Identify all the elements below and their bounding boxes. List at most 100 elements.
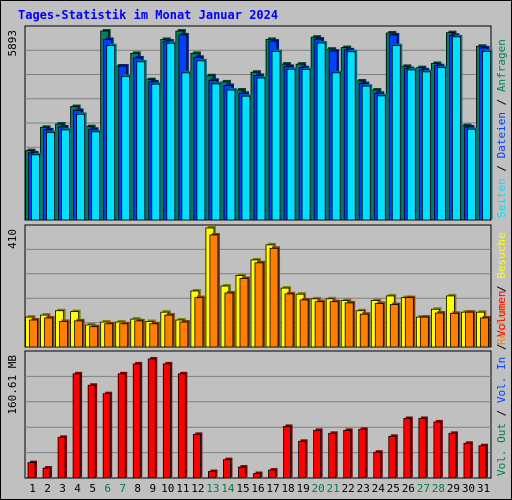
bar-rechner-day-2: [44, 317, 53, 348]
x-tick-label: 3: [59, 482, 66, 495]
x-tick-label: 24: [372, 482, 386, 495]
bar-seiten-day-17: [271, 51, 281, 221]
x-tick-label: 5: [89, 482, 96, 495]
bar-volumen-day-10: [162, 363, 171, 479]
bar-volumen-day-23: [358, 428, 367, 479]
bar-rechner-day-20: [314, 301, 324, 348]
bar-rechner-day-21: [329, 301, 339, 348]
x-tick-label: 1: [29, 482, 36, 495]
bar-rechner-day-24: [374, 303, 384, 348]
x-tick-label: 8: [134, 482, 141, 495]
bar-rechner-day-12: [194, 297, 204, 348]
bar-rechner-day-1: [29, 319, 38, 348]
bar-seiten-day-27: [421, 71, 431, 221]
bar-rechner-day-27: [419, 316, 429, 348]
bar-volumen-day-22: [343, 429, 352, 479]
bar-seiten-day-6: [106, 45, 116, 221]
bar-seiten-day-20: [316, 42, 326, 221]
x-tick-label: 25: [387, 482, 400, 495]
bar-volumen-day-4: [72, 373, 81, 479]
bar-seiten-day-10: [166, 42, 176, 221]
x-tick-label: 10: [161, 482, 174, 495]
bar-seiten-day-29: [452, 36, 461, 221]
bar-rechner-day-6: [104, 323, 114, 348]
bar-seiten-day-8: [136, 61, 146, 221]
bar-rechner-day-3: [59, 321, 68, 348]
bar-rechner-day-9: [149, 323, 159, 348]
legend-bottom: Vol. Out / Vol. In / Volumen: [495, 291, 508, 476]
x-tick-label: 20: [312, 482, 325, 495]
bar-volumen-day-12: [192, 433, 201, 479]
bar-seiten-day-15: [241, 95, 251, 221]
legend-top: Seiten / Dateien / Anfragen: [495, 39, 508, 218]
bar-volumen-day-21: [328, 432, 337, 479]
bar-volumen-day-29: [448, 432, 457, 479]
x-tick-label: 31: [477, 482, 490, 495]
bar-rechner-day-26: [404, 297, 414, 348]
legend-entry: Anfragen: [495, 39, 508, 92]
bar-rechner-day-19: [299, 299, 309, 348]
panel-bottom: 160.61 MB Vol. Out / Vol. In / Volumen: [6, 291, 508, 479]
panel-top: 5893 Seiten / Dateien / Anfragen: [6, 25, 508, 221]
bar-seiten-day-23: [361, 85, 371, 221]
x-tick-label: 14: [221, 482, 235, 495]
bar-volumen-day-3: [57, 436, 66, 479]
bar-volumen-day-15: [238, 466, 246, 479]
x-tick-label: 7: [119, 482, 126, 495]
bar-volumen-day-17: [268, 469, 276, 479]
x-tick-label: 27: [417, 482, 430, 495]
bar-rechner-day-28: [434, 312, 444, 348]
bar-volumen-day-31: [478, 445, 487, 479]
bar-rechner-day-25: [389, 304, 399, 348]
scale-max-label: 410: [6, 229, 19, 249]
bar-volumen-day-8: [132, 363, 141, 479]
bar-seiten-day-11: [181, 72, 191, 221]
bar-volumen-day-13: [208, 471, 216, 479]
panel-frame: [24, 350, 492, 479]
x-tick-label: 18: [281, 482, 294, 495]
scale-max-label: 5893: [6, 30, 19, 57]
panel-middle: 410 Rechner / Besuche: [6, 224, 508, 348]
bar-rechner-day-30: [465, 311, 474, 348]
legend-entry: Vol. Out: [495, 423, 508, 476]
bar-rechner-day-16: [254, 262, 264, 348]
x-tick-label: 23: [357, 482, 370, 495]
bar-volumen-day-1: [27, 462, 36, 479]
x-tick-label: 28: [432, 482, 445, 495]
legend-entry: /: [495, 92, 508, 112]
bar-volumen-day-19: [298, 440, 306, 479]
legend-entry: Vol. In: [495, 357, 508, 403]
bar-volumen-day-18: [283, 426, 291, 479]
bar-rechner-day-22: [344, 302, 354, 348]
bar-volumen-day-30: [463, 442, 472, 479]
x-tick-label: 13: [206, 482, 219, 495]
bar-volumen-day-5: [87, 384, 96, 479]
bar-volumen-day-24: [373, 451, 382, 479]
bar-rechner-day-29: [450, 312, 459, 348]
bar-volumen-day-28: [433, 421, 442, 479]
bar-rechner-day-15: [239, 278, 249, 348]
legend-entry: Seiten: [495, 178, 508, 218]
bar-seiten-day-19: [301, 69, 311, 221]
bar-volumen-day-9: [147, 358, 156, 479]
bar-seiten-day-25: [391, 45, 401, 221]
chart-panels: 5893 Seiten / Dateien / Anfragen 410 Rechne…: [6, 25, 508, 479]
x-tick-label: 9: [149, 482, 156, 495]
bar-rechner-day-17: [269, 247, 279, 348]
x-tick-label: 29: [447, 482, 460, 495]
bar-rechner-day-18: [284, 293, 294, 348]
legend-entry: Besuche: [495, 232, 508, 278]
bar-seiten-day-1: [31, 154, 40, 221]
bar-seiten-day-13: [211, 83, 221, 221]
bar-volumen-day-2: [42, 467, 51, 479]
bar-volumen-day-11: [177, 373, 186, 479]
bar-seiten-day-12: [196, 60, 206, 221]
bar-rechner-day-11: [179, 321, 189, 348]
x-tick-label: 12: [191, 482, 204, 495]
bar-seiten-day-21: [331, 72, 341, 221]
bar-seiten-day-28: [436, 67, 446, 221]
bar-rechner-day-10: [164, 314, 174, 348]
bar-rechner-day-14: [224, 292, 234, 348]
x-tick-label: 11: [176, 482, 189, 495]
